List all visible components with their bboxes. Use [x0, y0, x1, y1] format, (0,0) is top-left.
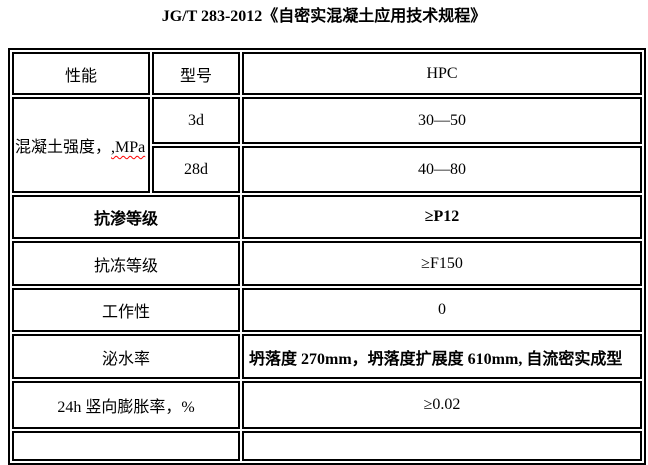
- bleeding-rate-value: 坍落度 270mm，坍落度扩展度 610mm, 自流密实成型: [242, 334, 642, 379]
- frost-grade-label: 抗冻等级: [12, 241, 240, 286]
- strength-3d-row: 混凝土强度，,MPa 3d 30—50: [12, 97, 642, 193]
- strength-age-3d: 3d: [152, 97, 240, 144]
- strength-unit-spellcheck: ,MPa: [111, 139, 146, 156]
- workability-value: 0: [242, 288, 642, 332]
- partial-row-value-cell: [242, 431, 642, 461]
- header-model: 型号: [152, 52, 240, 95]
- seepage-grade-row: 抗渗等级 ≥P12: [12, 195, 642, 239]
- seepage-grade-value: ≥P12: [242, 195, 642, 239]
- bleeding-rate-label: 泌水率: [12, 334, 240, 379]
- workability-label: 工作性: [12, 288, 240, 332]
- document-page: JG/T 283-2012《自密实混凝土应用技术规程》 性能 型号 HPC 混凝…: [0, 8, 648, 465]
- header-type-hpc: HPC: [242, 52, 642, 95]
- header-performance: 性能: [12, 52, 150, 95]
- concrete-spec-table: 性能 型号 HPC 混凝土强度，,MPa 3d 30—50 28d 40—80 …: [8, 48, 646, 465]
- frost-grade-value: ≥F150: [242, 241, 642, 286]
- strength-label: 混凝土强度，: [15, 139, 112, 156]
- partial-row-label-cell: [12, 431, 240, 461]
- strength-value-3d: 30—50: [242, 97, 642, 144]
- table-header-row: 性能 型号 HPC: [12, 52, 642, 95]
- strength-28d-row: 28d 40—80: [12, 146, 642, 193]
- vertical-expansion-row: 24h 竖向膨胀率，% ≥0.02: [12, 381, 642, 429]
- strength-label-cell: 混凝土强度，,MPa: [12, 97, 150, 193]
- vertical-expansion-value: ≥0.02: [242, 381, 642, 429]
- seepage-grade-label: 抗渗等级: [12, 195, 240, 239]
- bleeding-rate-row: 泌水率 坍落度 270mm，坍落度扩展度 610mm, 自流密实成型: [12, 334, 642, 379]
- workability-row: 工作性 0: [12, 288, 642, 332]
- strength-value-28d: 40—80: [242, 146, 642, 193]
- partial-cutoff-row: [12, 431, 642, 461]
- frost-grade-row: 抗冻等级 ≥F150: [12, 241, 642, 286]
- vertical-expansion-label: 24h 竖向膨胀率，%: [12, 381, 240, 429]
- strength-age-28d: 28d: [152, 146, 240, 193]
- document-title: JG/T 283-2012《自密实混凝土应用技术规程》: [161, 8, 487, 25]
